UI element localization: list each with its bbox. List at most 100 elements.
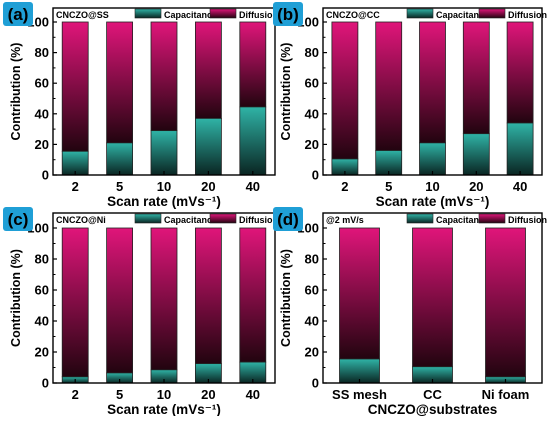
panel-label-badge: [273, 2, 303, 26]
x-tick-label: 5: [116, 179, 123, 194]
bar-capacitance-5: [506, 122, 534, 176]
x-tick-label: 20: [201, 179, 215, 194]
legend-swatch-capacitance: [406, 8, 434, 19]
bar-diffusion-1: [61, 227, 89, 378]
y-axis-label: Contribution (%): [9, 43, 23, 141]
bar-diffusion-1: [331, 21, 359, 160]
x-tick-label: SS mesh: [332, 387, 387, 402]
bar-diffusion-5: [506, 21, 534, 124]
bar-diffusion-4: [462, 21, 490, 135]
y-tick-label: 60: [305, 76, 319, 91]
bar-diffusion-4: [194, 21, 222, 119]
bar-capacitance-4: [194, 117, 222, 176]
y-tick-label: 0: [312, 376, 319, 391]
bar-capacitance-3: [150, 130, 178, 176]
bar-diffusion-2: [375, 21, 403, 151]
y-tick-label: 60: [305, 283, 319, 298]
x-tick-label: 5: [116, 387, 123, 402]
x-tick-label: 2: [341, 179, 348, 194]
x-tick-label: 5: [385, 179, 392, 194]
bar-capacitance-2: [375, 150, 403, 176]
bar-diffusion-4: [194, 227, 222, 365]
x-tick-label: 40: [246, 387, 260, 402]
bar-diffusion-5: [239, 227, 267, 363]
bar-diffusion-5: [239, 21, 267, 108]
bar-capacitance-3: [419, 142, 446, 176]
bar-capacitance-2: [106, 142, 133, 176]
panel-label-badge: [3, 2, 33, 26]
bar-capacitance-1: [339, 358, 380, 384]
legend-label-diffusion: Diffusion: [239, 215, 278, 225]
bar-diffusion-3: [485, 227, 526, 378]
panel-label: (d): [277, 210, 299, 229]
y-tick-label: 20: [35, 345, 49, 360]
legend-swatch-diffusion: [209, 213, 237, 224]
y-tick-label: 40: [35, 106, 49, 121]
y-tick-label: 20: [305, 345, 319, 360]
y-tick-label: 0: [312, 168, 319, 183]
sample-label: CNCZO@Ni: [56, 215, 106, 225]
x-tick-label: Ni foam: [482, 387, 530, 402]
panel-label-badge: [3, 207, 33, 231]
legend-swatch-diffusion: [478, 213, 506, 224]
x-tick-label: 20: [201, 387, 215, 402]
y-tick-label: 80: [35, 252, 49, 267]
bar-diffusion-2: [106, 227, 133, 374]
sample-label: CNCZO@CC: [326, 10, 380, 20]
legend-label-diffusion: Diffusion: [508, 10, 547, 20]
legend-label-capacitance: Capacitance: [436, 10, 489, 20]
y-tick-label: 40: [305, 106, 319, 121]
legend-swatch-capacitance: [134, 8, 162, 19]
bar-diffusion-3: [419, 21, 446, 144]
bar-diffusion-3: [150, 227, 178, 371]
y-tick-label: 20: [305, 137, 319, 152]
x-tick-label: 20: [469, 179, 483, 194]
legend-swatch-capacitance: [134, 213, 162, 224]
panel-label: (c): [8, 210, 29, 229]
y-tick-label: 40: [35, 314, 49, 329]
x-tick-label: 40: [246, 179, 260, 194]
x-axis-label: Scan rate (mVs⁻¹): [107, 402, 221, 416]
y-tick-label: 40: [305, 314, 319, 329]
bar-diffusion-2: [106, 21, 133, 144]
y-tick-label: 60: [35, 283, 49, 298]
legend-label-capacitance: Capacitance: [164, 10, 217, 20]
bar-capacitance-5: [239, 106, 267, 176]
x-tick-label: 10: [157, 387, 171, 402]
legend-swatch-diffusion: [478, 8, 506, 19]
legend-label-diffusion: Diffusion: [239, 10, 278, 20]
x-tick-label: 10: [157, 179, 171, 194]
x-axis-label: CNCZO@substrates: [368, 402, 497, 416]
sample-label: @2 mV/s: [326, 215, 364, 225]
y-tick-label: 20: [35, 137, 49, 152]
x-tick-label: CC: [423, 387, 442, 402]
legend-swatch-diffusion: [209, 8, 237, 19]
x-axis-label: Scan rate (mVs⁻¹): [107, 194, 221, 209]
y-tick-label: 80: [305, 252, 319, 267]
bar-diffusion-2: [412, 227, 453, 368]
y-axis-label: Contribution (%): [279, 249, 293, 347]
y-tick-label: 60: [35, 76, 49, 91]
y-tick-label: 80: [305, 45, 319, 60]
panel-label-badge: [273, 207, 303, 231]
x-axis-label: Scan rate (mVs⁻¹): [376, 194, 490, 209]
y-tick-label: 80: [35, 45, 49, 60]
legend-label-capacitance: Capacitance: [436, 215, 489, 225]
x-tick-label: 10: [425, 179, 439, 194]
x-tick-label: 2: [72, 387, 79, 402]
x-tick-label: 40: [513, 179, 527, 194]
y-axis-label: Contribution (%): [279, 43, 293, 141]
legend-swatch-capacitance: [406, 213, 434, 224]
y-axis-label: Contribution (%): [9, 249, 23, 347]
bar-capacitance-4: [462, 133, 490, 176]
legend-label-diffusion: Diffusion: [508, 215, 547, 225]
y-tick-label: 0: [42, 376, 49, 391]
y-tick-label: 0: [42, 168, 49, 183]
x-tick-label: 2: [72, 179, 79, 194]
